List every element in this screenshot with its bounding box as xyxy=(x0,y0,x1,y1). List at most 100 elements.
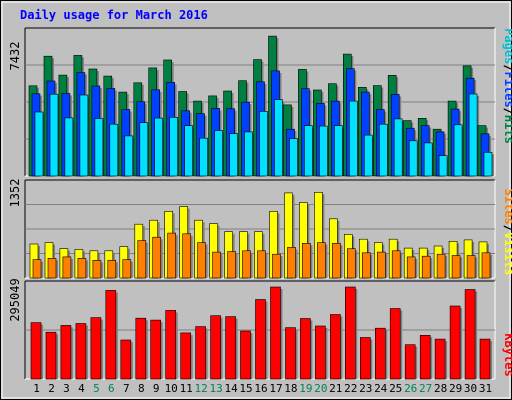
sites-bar xyxy=(32,259,42,279)
pages-bar xyxy=(334,125,343,177)
kbytes-bar xyxy=(359,337,371,380)
kbytes-panel xyxy=(24,280,496,380)
pages-bar xyxy=(214,130,223,177)
kbytes-bar xyxy=(195,326,206,380)
kbytes-bar xyxy=(165,310,176,380)
kbytes-bar xyxy=(464,289,476,380)
sites-bar xyxy=(62,256,72,279)
x-day-label: 20 xyxy=(314,382,327,395)
legend-pages: Pages xyxy=(502,28,512,64)
sites-bar xyxy=(272,253,281,279)
x-day-label: 14 xyxy=(224,382,238,395)
sites-bar xyxy=(242,250,251,279)
kbytes-bar xyxy=(270,286,281,380)
sites-bar xyxy=(152,236,161,279)
sites-bar xyxy=(361,252,371,279)
kbytes-bar xyxy=(120,339,132,380)
x-day-label: 21 xyxy=(329,382,342,395)
kbytes-bar xyxy=(449,305,461,380)
pages-bar xyxy=(453,124,463,177)
x-day-label: 1 xyxy=(33,382,40,395)
x-day-label: 17 xyxy=(269,382,282,395)
sites-bar xyxy=(287,247,296,279)
sites-bar xyxy=(376,251,386,279)
kbytes-bar xyxy=(419,334,431,380)
x-day-label: 16 xyxy=(254,382,267,395)
chart-title: Daily usage for March 2016 xyxy=(20,8,208,22)
kbytes-bar xyxy=(210,315,221,380)
sites-bar xyxy=(466,255,476,279)
x-day-label: 29 xyxy=(449,382,462,395)
sites-bar xyxy=(257,250,266,279)
pages-bar xyxy=(109,123,119,177)
kbytes-bar xyxy=(45,331,57,380)
pages-bar xyxy=(423,142,433,177)
pages-bar xyxy=(468,93,478,177)
pages-bar xyxy=(289,138,298,177)
sites-bar xyxy=(346,248,356,279)
pages-bar xyxy=(319,125,328,177)
kbytes-panel-legend: KBytes xyxy=(502,333,512,376)
pages-bar xyxy=(94,118,104,177)
pages-bar xyxy=(483,152,493,177)
sites-bar xyxy=(436,253,446,279)
kbytes-bar xyxy=(330,314,341,380)
x-day-label: 27 xyxy=(419,382,432,395)
x-day-label: 28 xyxy=(434,382,447,395)
sites-bar xyxy=(122,259,132,279)
kbytes-bar xyxy=(90,317,102,380)
x-day-label: 15 xyxy=(239,382,252,395)
legend-files: Files xyxy=(502,72,512,108)
pages-bar xyxy=(244,131,253,177)
legend-hits: Hits xyxy=(502,115,512,144)
sites-bar xyxy=(406,256,416,279)
kbytes-bar xyxy=(404,344,416,380)
x-day-label: 2 xyxy=(48,382,55,395)
x-day-label: 7 xyxy=(123,382,130,395)
sites-bar xyxy=(182,233,191,279)
legend-sites: Sites xyxy=(502,189,512,225)
kbytes-bar xyxy=(240,330,251,380)
x-day-label: 3 xyxy=(63,382,70,395)
sites-bar xyxy=(92,259,102,279)
pages-bar xyxy=(274,99,283,177)
x-day-label: 25 xyxy=(389,382,402,395)
sites-bar xyxy=(197,242,206,279)
x-day-label: 26 xyxy=(404,382,417,395)
legend-slash-3: / xyxy=(502,225,512,232)
pages-bar xyxy=(169,117,178,177)
kbytes-bar xyxy=(344,286,356,380)
sites-bar xyxy=(137,240,147,279)
sites-bar xyxy=(107,259,117,279)
x-day-label: 18 xyxy=(284,382,297,395)
sites-bar xyxy=(227,251,236,279)
x-day-label: 24 xyxy=(374,382,388,395)
sites-bar xyxy=(332,243,341,279)
x-day-label: 4 xyxy=(78,382,85,395)
sites-bar xyxy=(451,255,461,279)
hits-files-pages-panel xyxy=(24,27,496,177)
pages-bar xyxy=(49,93,59,177)
visits-panel-legend: Sites/Visits xyxy=(502,189,512,276)
kbytes-bar xyxy=(434,338,446,380)
kbytes-bar xyxy=(225,316,236,380)
x-day-label: 11 xyxy=(180,382,193,395)
x-axis-day-labels: 1 2 3 4 5 6 7 8 9 10 11 12 13 14 15 16 17 18 19 20 21 22 23 24 2… xyxy=(33,382,492,395)
pages-bar xyxy=(34,111,44,177)
pages-bar xyxy=(259,111,268,177)
visits-sites-panel xyxy=(24,179,496,279)
kbytes-bar xyxy=(255,299,266,380)
pages-bar xyxy=(378,123,388,177)
pages-bar xyxy=(348,100,358,177)
x-day-label: 22 xyxy=(344,382,357,395)
legend-kbytes: KBytes xyxy=(502,333,512,376)
kbytes-bar xyxy=(135,317,147,380)
hits-panel-ymax-label: 7432 xyxy=(8,42,22,71)
legend-visits: Visits xyxy=(502,232,512,275)
sites-bar xyxy=(391,250,401,279)
sites-bar xyxy=(212,251,221,279)
pages-bar xyxy=(393,118,403,177)
pages-bar xyxy=(363,134,373,177)
